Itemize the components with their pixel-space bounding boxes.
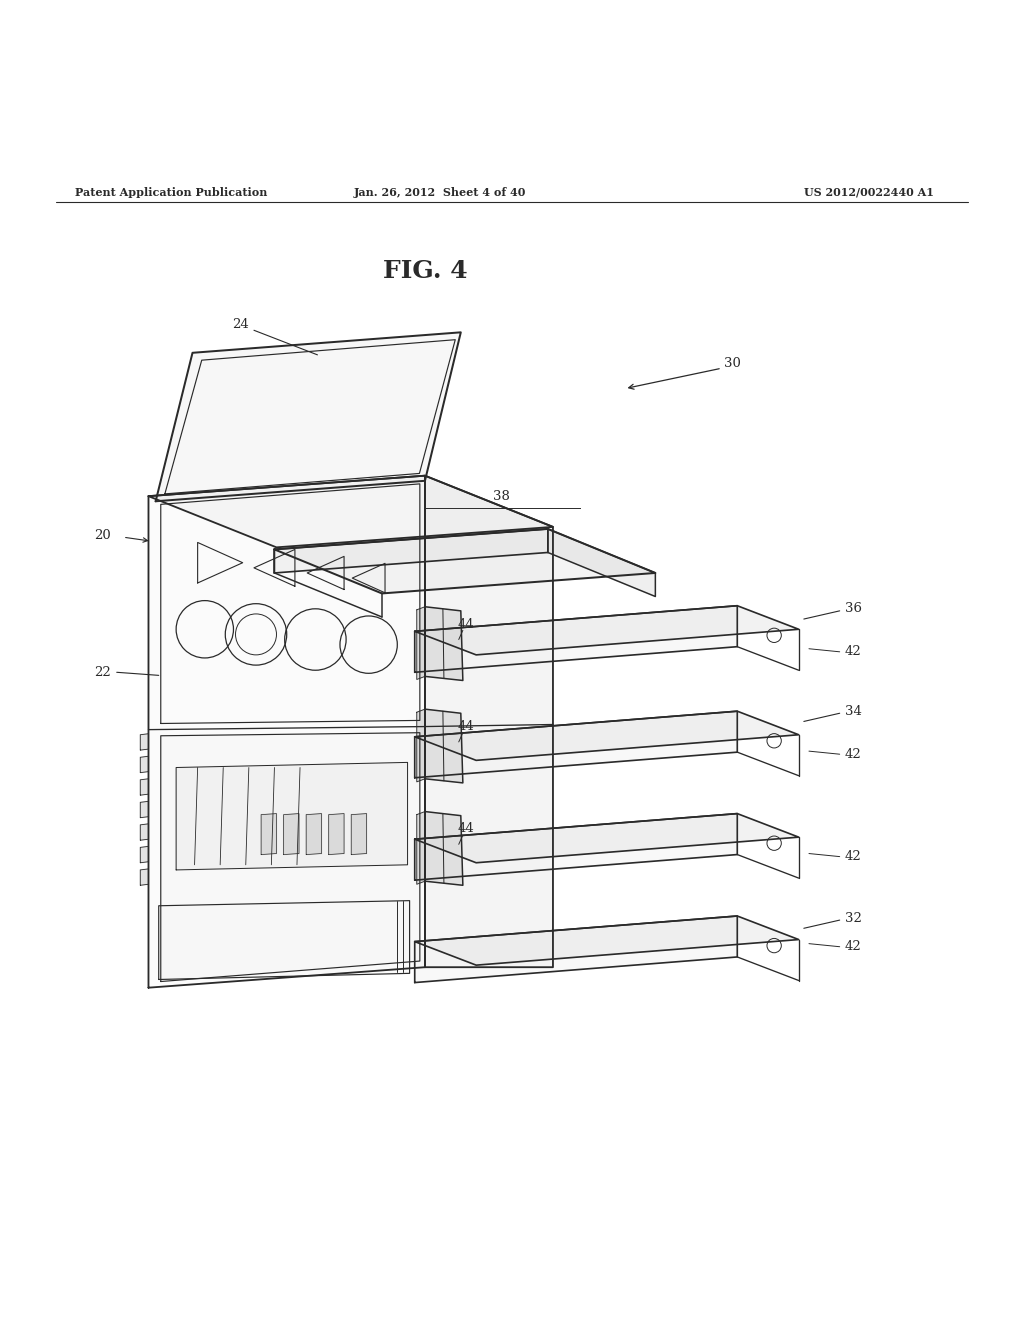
Text: 36: 36 (845, 602, 862, 615)
Text: 34: 34 (845, 705, 861, 718)
Text: 24: 24 (232, 318, 249, 330)
Polygon shape (415, 813, 799, 863)
Polygon shape (140, 801, 148, 817)
Polygon shape (415, 813, 737, 880)
Text: US 2012/0022440 A1: US 2012/0022440 A1 (804, 186, 934, 198)
Text: Jan. 26, 2012  Sheet 4 of 40: Jan. 26, 2012 Sheet 4 of 40 (354, 186, 526, 198)
Text: FIG. 4: FIG. 4 (383, 259, 467, 282)
Polygon shape (415, 711, 737, 777)
Polygon shape (140, 779, 148, 795)
Polygon shape (306, 813, 322, 854)
Text: 20: 20 (94, 528, 111, 541)
Polygon shape (351, 813, 367, 854)
Polygon shape (140, 734, 148, 750)
Polygon shape (425, 812, 463, 886)
Polygon shape (417, 812, 425, 884)
Text: 44: 44 (458, 822, 474, 836)
Text: 44: 44 (458, 721, 474, 733)
Polygon shape (261, 813, 276, 854)
Polygon shape (161, 733, 420, 982)
Polygon shape (548, 529, 655, 597)
Polygon shape (156, 333, 461, 502)
Polygon shape (417, 607, 425, 680)
Polygon shape (415, 606, 737, 672)
Polygon shape (274, 529, 548, 573)
Polygon shape (148, 475, 553, 548)
Polygon shape (425, 475, 553, 968)
Polygon shape (140, 846, 148, 863)
Polygon shape (140, 824, 148, 841)
Polygon shape (148, 475, 425, 987)
Text: 42: 42 (845, 747, 861, 760)
Polygon shape (176, 763, 408, 870)
Polygon shape (329, 813, 344, 854)
Text: 44: 44 (458, 618, 474, 631)
Text: 30: 30 (724, 356, 740, 370)
Polygon shape (415, 916, 799, 965)
Text: 42: 42 (845, 645, 861, 659)
Polygon shape (415, 606, 799, 655)
Polygon shape (415, 711, 799, 760)
Polygon shape (425, 607, 463, 681)
Text: 32: 32 (845, 912, 861, 924)
Polygon shape (274, 529, 655, 594)
Polygon shape (425, 709, 463, 783)
Polygon shape (417, 709, 425, 781)
Polygon shape (140, 756, 148, 772)
Text: Patent Application Publication: Patent Application Publication (75, 186, 267, 198)
Polygon shape (140, 869, 148, 886)
Polygon shape (284, 813, 299, 854)
Polygon shape (415, 916, 737, 982)
Text: 22: 22 (94, 665, 111, 678)
Text: 42: 42 (845, 850, 861, 863)
Text: 42: 42 (845, 940, 861, 953)
Text: 38: 38 (494, 490, 510, 503)
Polygon shape (159, 900, 410, 979)
